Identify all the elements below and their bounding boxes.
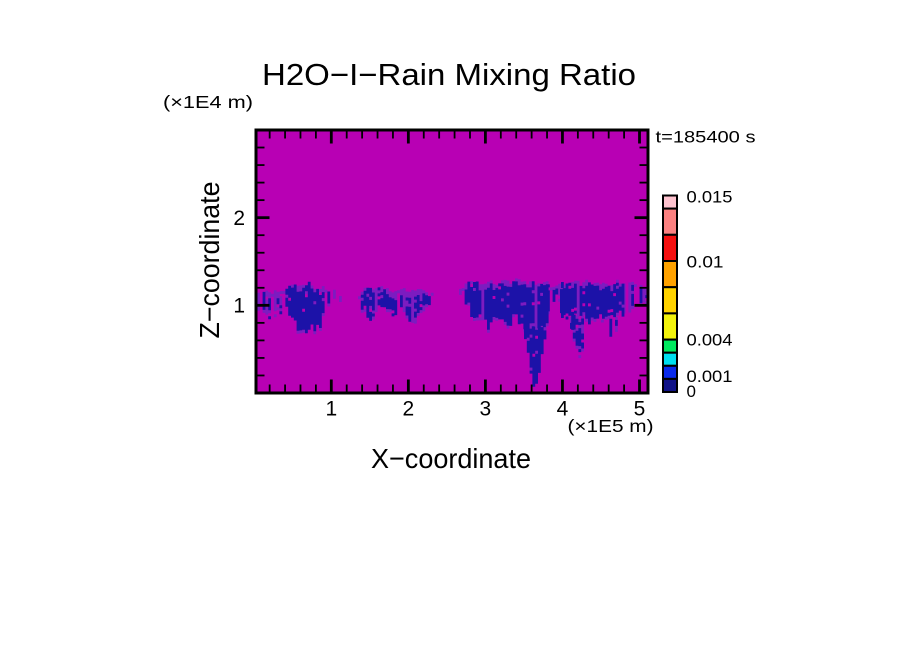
svg-text:4: 4 [557, 398, 569, 421]
svg-text:5: 5 [634, 398, 646, 421]
svg-text:3: 3 [480, 398, 492, 421]
svg-text:2: 2 [403, 398, 415, 421]
svg-text:2: 2 [233, 207, 245, 230]
svg-text:0.015: 0.015 [687, 188, 733, 207]
svg-text:0.01: 0.01 [687, 253, 724, 272]
svg-text:1: 1 [325, 398, 337, 421]
svg-text:0.001: 0.001 [687, 367, 733, 386]
svg-text:0: 0 [687, 382, 696, 401]
svg-text:X−coordinate: X−coordinate [371, 443, 531, 474]
svg-text:(×1E5 m): (×1E5 m) [568, 416, 654, 436]
svg-text:1: 1 [233, 295, 245, 318]
svg-text:t=185400 s: t=185400 s [656, 129, 756, 147]
svg-text:(×1E4 m): (×1E4 m) [163, 92, 253, 112]
svg-text:Z−coordinate: Z−coordinate [194, 182, 225, 339]
svg-text:0.004: 0.004 [687, 331, 733, 350]
svg-text:H2O−I−Rain Mixing Ratio: H2O−I−Rain Mixing Ratio [262, 58, 636, 92]
